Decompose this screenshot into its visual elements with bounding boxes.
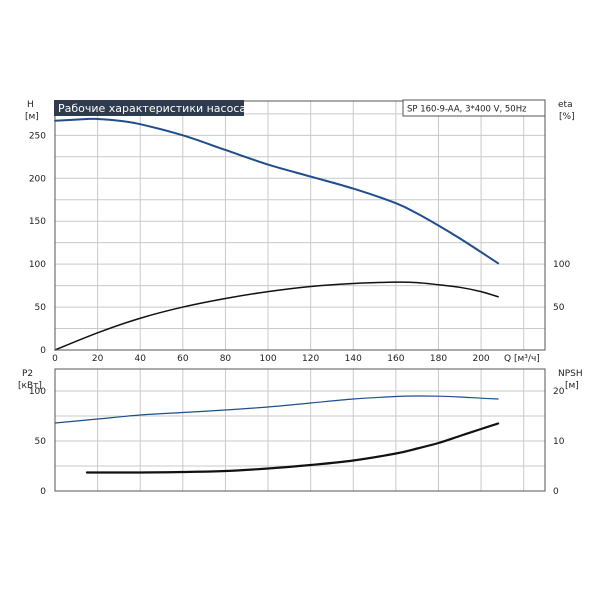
h-tick-label: 250	[29, 131, 46, 141]
npsh-curve	[85, 422, 500, 474]
p2-axis-label: P2	[22, 369, 33, 379]
p2-axis-unit: [кВт]	[18, 381, 42, 391]
top-panel-grid	[55, 101, 545, 350]
q-tick-label: 120	[302, 354, 319, 364]
q-tick-label: 20	[92, 354, 104, 364]
h-axis-label: H	[27, 100, 34, 110]
npsh-axis-label: NPSH	[558, 369, 583, 379]
q-tick-label: 40	[134, 354, 146, 364]
q-tick-label: 60	[177, 354, 189, 364]
h-tick-label: 100	[29, 260, 46, 270]
q-tick-label: 200	[472, 354, 489, 364]
q-tick-label: 100	[259, 354, 276, 364]
series-layer	[54, 117, 500, 474]
q-tick-label: 140	[345, 354, 362, 364]
p2-curve	[54, 395, 499, 424]
npsh-tick-label: 0	[553, 487, 559, 497]
p2-tick-label: 0	[40, 487, 46, 497]
q-tick-label: 80	[220, 354, 232, 364]
title-badge	[54, 100, 244, 116]
eta-tick-label: 50	[553, 303, 565, 313]
eta-curve	[54, 281, 499, 351]
eta-axis-label: eta	[558, 100, 573, 110]
h-tick-label: 200	[29, 174, 46, 184]
q-axis-label: Q	[504, 354, 511, 364]
model-label-box	[402, 99, 546, 117]
eta-tick-label: 100	[553, 260, 570, 270]
h-tick-label: 0	[40, 346, 46, 356]
h-axis-unit: [м]	[25, 112, 39, 122]
chart-title: Рабочие характеристики насоса	[58, 102, 246, 115]
top-panel-frame	[54, 100, 546, 351]
bottom-panel-frame	[54, 368, 546, 492]
npsh-tick-label: 20	[553, 387, 565, 397]
p2-tick-label: 50	[35, 437, 47, 447]
p2-tick-label: 100	[29, 387, 46, 397]
q-tick-label: 0	[52, 354, 58, 364]
q-axis-unit: [м³/ч]	[514, 354, 540, 364]
q-tick-label: 180	[430, 354, 447, 364]
npsh-tick-label: 10	[553, 437, 565, 447]
model-label: SP 160-9-AA, 3*400 V, 50Hz	[407, 105, 527, 115]
eta-axis-unit: [%]	[559, 112, 575, 122]
h-tick-label: 150	[29, 217, 46, 227]
h-curve	[54, 117, 500, 265]
h-tick-label: 50	[35, 303, 47, 313]
q-tick-label: 160	[387, 354, 404, 364]
npsh-axis-unit: [м]	[565, 381, 579, 391]
